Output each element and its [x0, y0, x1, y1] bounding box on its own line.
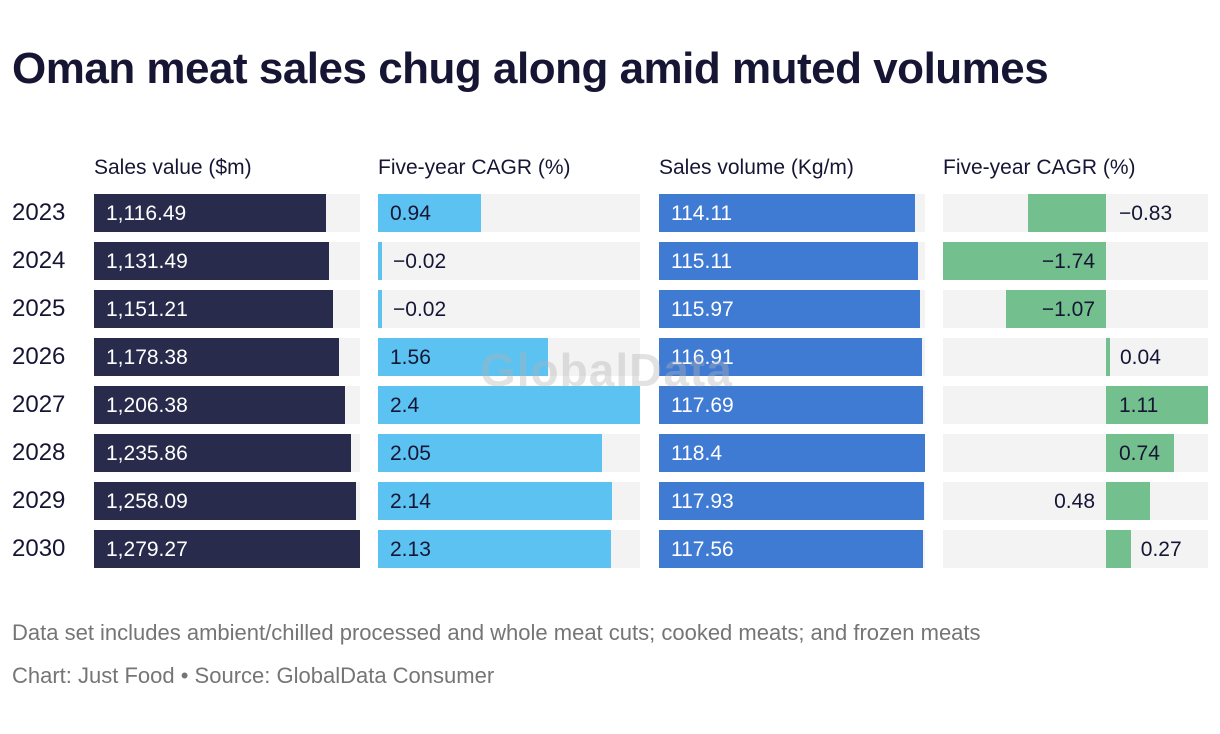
bar-value-label: 1,131.49	[106, 250, 188, 273]
bar	[94, 290, 334, 328]
bar	[1106, 482, 1151, 520]
row-label-year: 2023	[12, 199, 66, 226]
bar-value-label: −1.74	[1041, 250, 1095, 273]
bar	[1106, 338, 1110, 376]
bar-value-label: 2.4	[390, 394, 420, 417]
bar-value-label: 117.93	[671, 490, 734, 513]
bar	[378, 386, 640, 424]
bar	[94, 194, 327, 232]
bar-track	[943, 482, 1208, 520]
bar-value-label: 115.11	[671, 250, 733, 273]
row-label-year: 2024	[12, 247, 66, 274]
bar-value-label: 1.11	[1119, 394, 1159, 417]
bar-value-label: 1,178.38	[106, 346, 188, 369]
column-header: Sales value ($m)	[94, 156, 252, 179]
bar	[378, 434, 602, 472]
bar	[659, 386, 924, 424]
bar-track	[943, 338, 1208, 376]
bar	[659, 338, 922, 376]
bar	[94, 530, 360, 568]
bar-value-label: 0.04	[1120, 346, 1161, 369]
bar-track	[378, 242, 640, 280]
bar	[378, 242, 382, 280]
bar	[378, 482, 612, 520]
bar-value-label: 0.94	[390, 202, 431, 225]
bar	[378, 194, 481, 232]
bar-value-label: 118.4	[671, 442, 722, 465]
row-label-year: 2026	[12, 343, 66, 370]
bar	[378, 530, 611, 568]
bar-value-label: 117.69	[671, 394, 734, 417]
bar	[94, 242, 330, 280]
column-header: Five-year CAGR (%)	[943, 156, 1136, 179]
bar	[1106, 434, 1174, 472]
bar-value-label: 116.91	[671, 346, 734, 369]
chart-credit: Chart: Just Food • Source: GlobalData Co…	[12, 663, 495, 688]
bar-value-label: 1,279.27	[106, 538, 188, 561]
bar	[1106, 530, 1131, 568]
bar-value-label: −0.02	[393, 298, 447, 321]
bar-value-label: 2.05	[390, 442, 431, 465]
bar	[94, 482, 356, 520]
bar	[1005, 290, 1106, 328]
bar-track	[943, 530, 1208, 568]
column-header: Sales volume (Kg/m)	[659, 156, 854, 179]
bar-value-label: 2.14	[390, 490, 431, 513]
bar	[378, 338, 549, 376]
bar-value-label: 1,235.86	[106, 442, 188, 465]
bar-value-label: 114.11	[671, 202, 733, 225]
bar-value-label: −0.02	[393, 250, 447, 273]
bar	[94, 386, 345, 424]
bar-value-label: −1.07	[1041, 298, 1095, 321]
bar-value-label: 1,116.49	[106, 202, 187, 225]
bar	[94, 338, 339, 376]
bar-value-label: 1,206.38	[106, 394, 188, 417]
bar-value-label: 0.74	[1119, 442, 1160, 465]
bar	[94, 434, 351, 472]
bar-value-label: 1,258.09	[106, 490, 188, 513]
chart-title: Oman meat sales chug along amid muted vo…	[12, 44, 1049, 93]
bar-value-label: 115.97	[671, 298, 734, 321]
bar	[659, 530, 924, 568]
bar-value-label: 1,151.21	[106, 298, 188, 321]
row-label-year: 2029	[12, 487, 66, 514]
column-header: Five-year CAGR (%)	[378, 156, 571, 179]
bar	[659, 242, 918, 280]
bar-value-label: −0.83	[1119, 202, 1173, 225]
bar-value-label: 117.56	[671, 538, 734, 561]
bar-value-label: 0.48	[1054, 490, 1095, 513]
bar	[1028, 194, 1107, 232]
bar	[659, 482, 924, 520]
bar	[659, 290, 920, 328]
row-label-year: 2028	[12, 439, 66, 466]
bar-value-label: 2.13	[390, 538, 431, 561]
bar	[378, 290, 382, 328]
bar-track	[378, 290, 640, 328]
row-label-year: 2030	[12, 535, 66, 562]
row-label-year: 2027	[12, 391, 66, 418]
bar-value-label: 1.56	[390, 346, 431, 369]
bar	[943, 242, 1106, 280]
bar	[659, 194, 916, 232]
bar-value-label: 0.27	[1140, 538, 1182, 561]
bar	[659, 434, 925, 472]
row-label-year: 2025	[12, 295, 66, 322]
chart-footnote: Data set includes ambient/chilled proces…	[12, 620, 981, 645]
bar	[1106, 386, 1208, 424]
